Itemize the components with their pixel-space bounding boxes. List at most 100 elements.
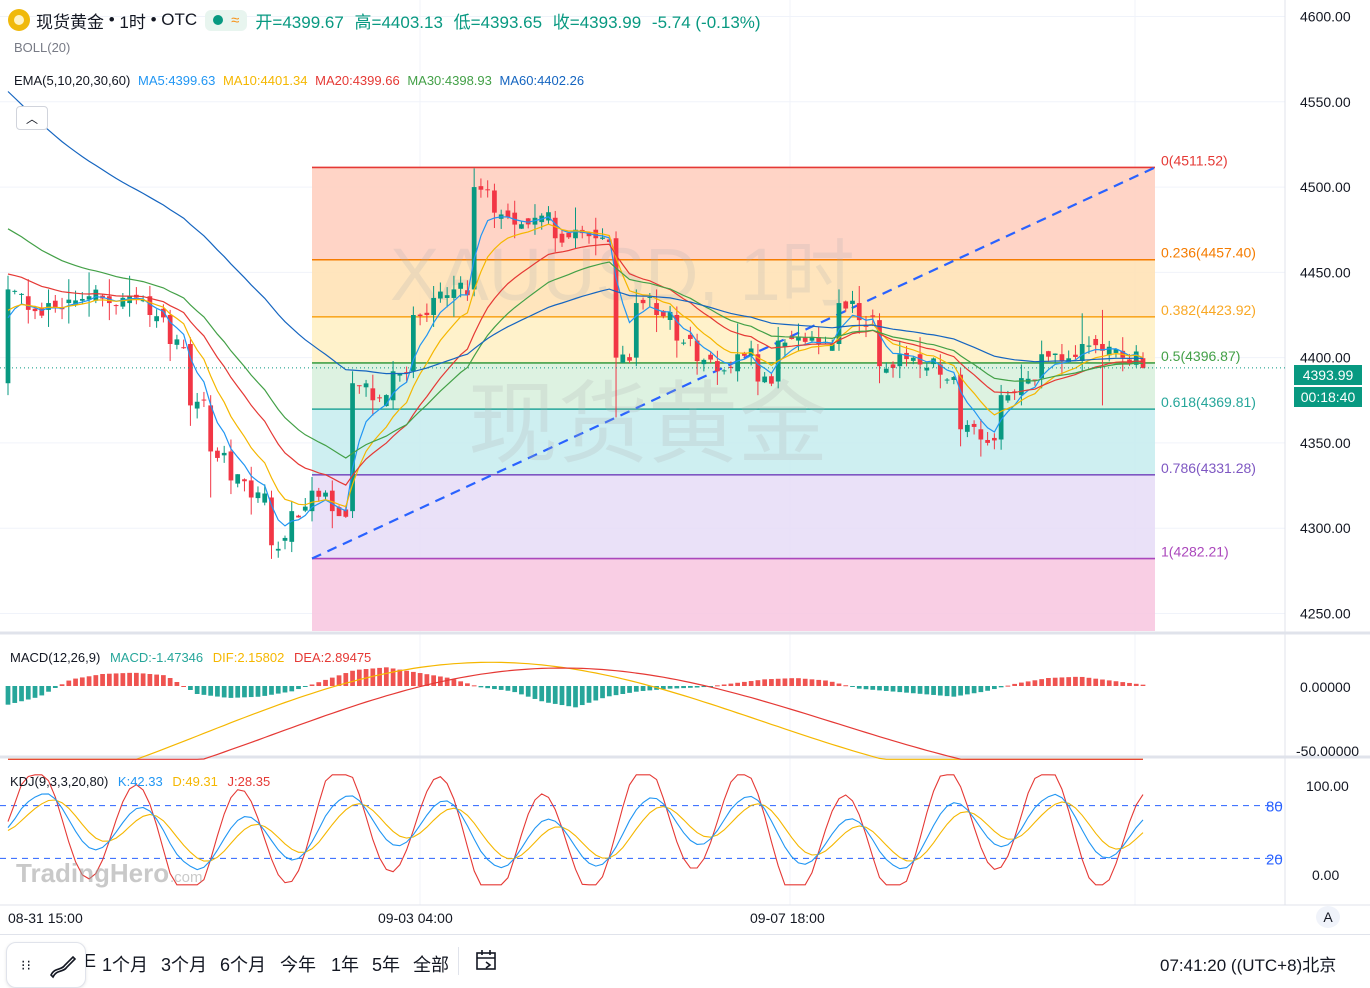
macd-bar (640, 686, 646, 691)
range-1y-button[interactable]: 1年 (331, 955, 360, 975)
macd-bar (802, 678, 808, 686)
candle-body (829, 344, 835, 351)
macd-bar (721, 684, 727, 686)
macd-bar (5, 686, 11, 705)
candle-body (985, 439, 990, 443)
brand-watermark-suffix: .com (170, 869, 203, 886)
macd-bar (262, 686, 268, 696)
range-3m-button[interactable]: 3个月 (161, 955, 208, 975)
collapse-legend-button[interactable]: ︿ (16, 106, 48, 130)
interval-label[interactable]: 1时 (119, 12, 146, 32)
macd-bar (1140, 684, 1146, 686)
price-tick-label: 4300.00 (1300, 520, 1351, 536)
candle-body (890, 364, 896, 368)
macd-bar (924, 686, 930, 695)
macd-bar (904, 686, 909, 693)
candle-body (201, 399, 207, 401)
macd-bar (559, 686, 565, 706)
candle-body (215, 450, 220, 458)
candle-body (850, 300, 855, 304)
macd-bar (289, 686, 295, 692)
macd-bar (100, 674, 105, 686)
macd-bar (444, 677, 450, 686)
range-6m-button[interactable]: 6个月 (220, 955, 267, 975)
macd-bar (404, 670, 409, 686)
macd-bar (850, 686, 855, 687)
candle-body (1106, 346, 1112, 356)
candle-body (12, 290, 18, 292)
candle-body (275, 548, 281, 551)
macd-bar (377, 667, 382, 686)
dif-value: DIF:2.15802 (212, 650, 285, 665)
macd-bar (525, 686, 531, 697)
candle-body (323, 492, 328, 497)
macd-title[interactable]: MACD(12,26,9) (10, 650, 101, 665)
clock[interactable]: 07:41:20 ((UTC+8)北京 (1160, 956, 1337, 975)
candle-body (1005, 395, 1011, 401)
high-value: 高=4403.13 (354, 12, 443, 32)
range-1m-button[interactable]: 1个月 (102, 955, 149, 975)
macd-bar (46, 686, 51, 692)
candles-group (5, 168, 1146, 559)
candle-body (1073, 354, 1078, 357)
candle-body (789, 336, 795, 340)
kdj-title[interactable]: KDJ(9,3,3,20,80) (10, 774, 109, 789)
macd-bar (897, 686, 903, 693)
candle-body (356, 385, 362, 387)
macd-bar (877, 686, 882, 691)
range-ytd-button[interactable]: 今年 (280, 955, 316, 975)
candle-body (721, 370, 727, 372)
candle-body (309, 490, 315, 512)
macd-bar (566, 686, 572, 707)
macd-bar (715, 685, 720, 687)
fib-zone (312, 167, 1155, 260)
price-tick-label: 4350.00 (1300, 435, 1351, 451)
macd-bar (620, 686, 626, 694)
range-all-button[interactable]: 全部 (413, 955, 449, 975)
ma-line-30 (7, 228, 1144, 459)
drawing-tools-button[interactable]: ⁝⁝ (6, 942, 86, 988)
candle-countdown: 00:18:40 (1294, 387, 1362, 407)
kdj-k-line (7, 793, 1144, 871)
range-partial[interactable]: E (84, 951, 97, 971)
kdj-j-line (7, 774, 1144, 886)
symbol-name[interactable]: 现货黄金 (36, 12, 104, 32)
fib-level-label: 0.5(4396.87) (1161, 348, 1240, 364)
ema-legend: EMA(5,10,20,30,60) MA5:4399.63 MA10:4401… (14, 73, 584, 88)
candle-body (877, 320, 882, 367)
kdj-level-80-label: 80 (1266, 799, 1283, 816)
candle-body (836, 303, 842, 344)
gold-logo-icon (8, 9, 30, 31)
macd-bar (762, 679, 768, 686)
candle-body (856, 303, 862, 321)
candle-body (998, 395, 1004, 440)
macd-bar (985, 686, 990, 691)
timezone-label: (UTC+8)北京 (1236, 956, 1337, 975)
auto-scale-button[interactable]: A (1316, 906, 1340, 928)
date-range-icon[interactable] (474, 947, 500, 973)
macd-bar (492, 686, 497, 690)
candle-body (924, 367, 930, 371)
candle-body (883, 368, 889, 373)
market-status-pill[interactable]: ≈ (205, 9, 248, 31)
ma-line-10 (7, 223, 1144, 508)
macd-bar (748, 681, 754, 686)
range-5y-button[interactable]: 5年 (372, 955, 401, 975)
boll-indicator-label[interactable]: BOLL(20) (14, 40, 71, 55)
macd-bar (215, 686, 220, 697)
macd-bar (796, 678, 801, 686)
candle-body (471, 187, 477, 290)
candle-body (19, 293, 24, 295)
j-value: J:28.35 (227, 774, 271, 789)
ema-indicator-label[interactable]: EMA(5,10,20,30,60) (14, 73, 131, 88)
ma-values: MA5:4399.63 MA10:4401.34 MA20:4399.66 MA… (134, 73, 584, 88)
candle-body (566, 232, 572, 238)
macd-bar (1079, 676, 1085, 686)
macd-bar (154, 674, 159, 686)
fib-zone (312, 316, 1155, 363)
macd-bar (1093, 678, 1099, 686)
macd-bar (1133, 683, 1139, 686)
macd-bar (958, 686, 963, 696)
ma-value-3: MA30:4398.93 (403, 73, 492, 88)
